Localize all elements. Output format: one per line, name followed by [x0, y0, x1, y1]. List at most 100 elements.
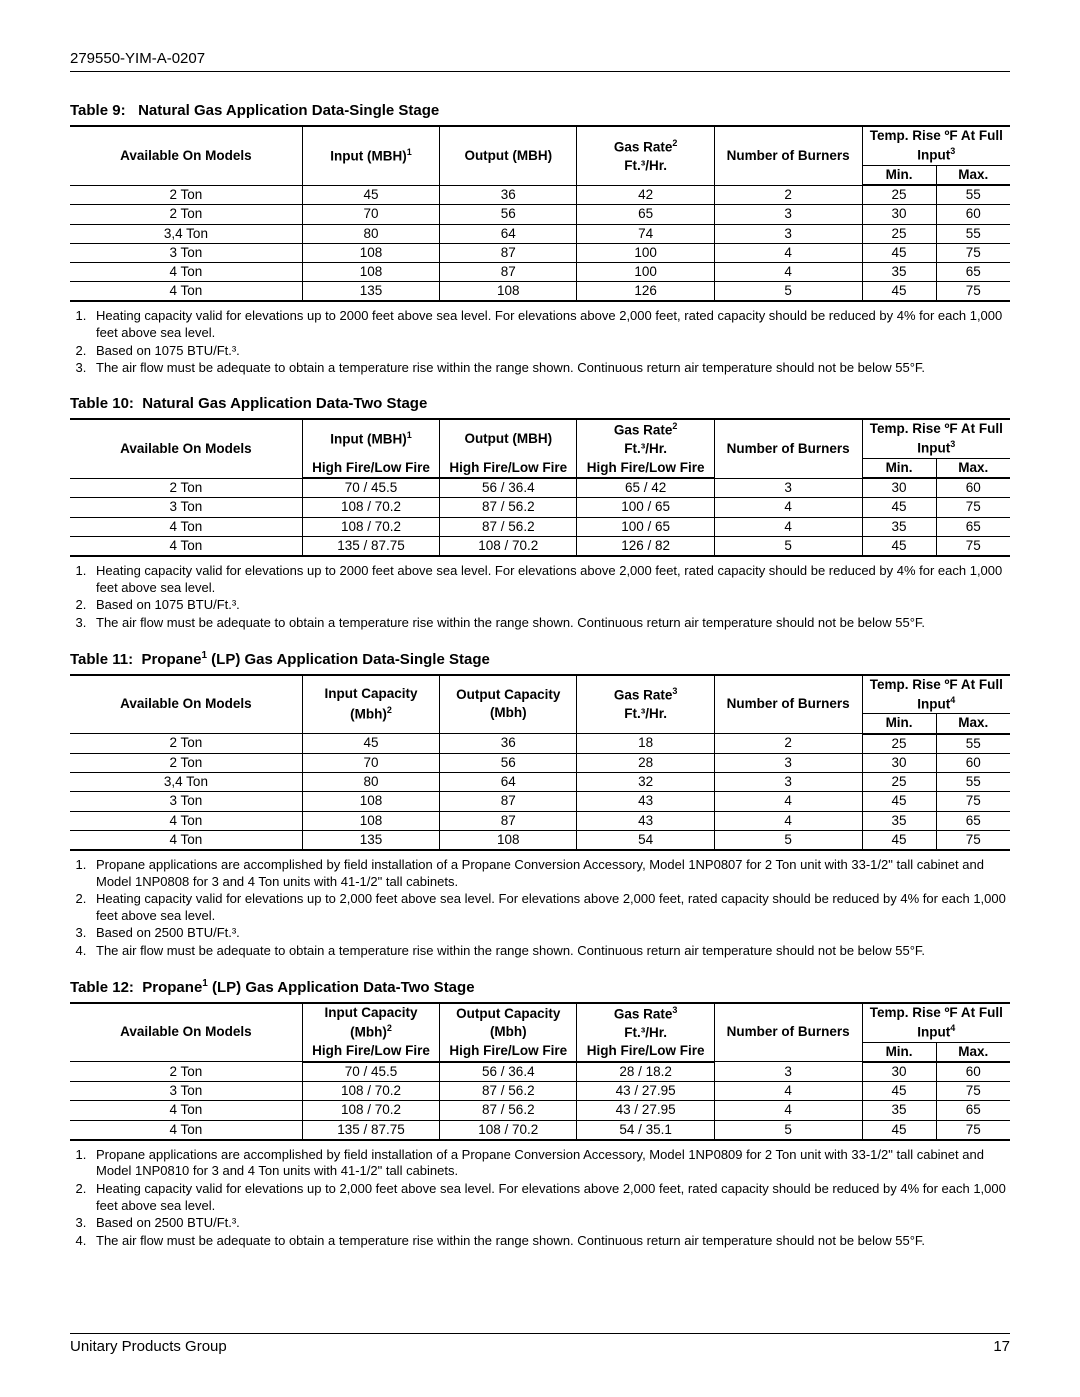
th-hilow-3: High Fire/Low Fire — [577, 458, 714, 478]
table-cell: 5 — [714, 1120, 862, 1140]
th-gasrate: Gas Rate3 Ft.³/Hr. — [577, 1003, 714, 1042]
table-cell: 3 — [714, 478, 862, 498]
table-cell: 108 — [440, 830, 577, 850]
footnote: Heating capacity valid for elevations up… — [90, 308, 1010, 341]
footnote: Based on 1075 BTU/Ft.³. — [90, 343, 1010, 360]
table-cell: 87 / 56.2 — [440, 517, 577, 536]
table-cell: 56 / 36.4 — [440, 1062, 577, 1082]
table-cell: 55 — [936, 773, 1010, 792]
table-cell: 135 / 87.75 — [302, 536, 439, 556]
table-cell: 75 — [936, 498, 1010, 517]
table-cell: 36 — [440, 185, 577, 205]
th-available: Available On Models — [70, 675, 302, 734]
table-cell: 2 Ton — [70, 1062, 302, 1082]
table-cell: 65 — [936, 517, 1010, 536]
table-cell: 3,4 Ton — [70, 224, 302, 243]
th-gasrate-unit: Ft.³/Hr. — [624, 441, 667, 456]
table12-caption: Table 12: Propane1 (LP) Gas Application … — [70, 978, 1010, 996]
table-cell: 18 — [577, 734, 714, 754]
table-cell: 45 — [862, 282, 936, 302]
table-cell: 2 Ton — [70, 205, 302, 224]
table-row: 2 Ton70 / 45.556 / 36.465 / 4233060 — [70, 478, 1010, 498]
th-available: Available On Models — [70, 126, 302, 185]
table-cell: 100 / 65 — [577, 517, 714, 536]
table-cell: 2 Ton — [70, 478, 302, 498]
table-cell: 87 / 56.2 — [440, 1082, 577, 1101]
table-cell: 5 — [714, 536, 862, 556]
footnote: The air flow must be adequate to obtain … — [90, 943, 1010, 960]
table-cell: 32 — [577, 773, 714, 792]
table-cell: 5 — [714, 830, 862, 850]
table-row: 4 Ton135 / 87.75108 / 70.2126 / 8254575 — [70, 536, 1010, 556]
th-max: Max. — [936, 1042, 1010, 1062]
table-cell: 87 — [440, 263, 577, 282]
th-gasrate-text: Gas Rate — [614, 1006, 673, 1021]
table-cell: 3 Ton — [70, 498, 302, 517]
footnote: Based on 1075 BTU/Ft.³. — [90, 597, 1010, 614]
th-gasrate-sup: 3 — [672, 1005, 677, 1015]
th-temp-text: Temp. Rise ºF At Full Input — [870, 421, 1003, 456]
th-gasrate-sup: 3 — [672, 686, 677, 696]
th-gasrate-text: Gas Rate — [614, 688, 673, 703]
table9-caption-prefix: Table 9: — [70, 102, 126, 119]
table-row: 3 Ton108 / 70.287 / 56.2100 / 6544575 — [70, 498, 1010, 517]
table-row: 2 Ton45361822555 — [70, 734, 1010, 754]
table10-caption-prefix: Table 10: — [70, 395, 134, 412]
table-cell: 45 — [862, 1120, 936, 1140]
table-cell: 43 / 27.95 — [577, 1082, 714, 1101]
table-cell: 108 — [302, 263, 439, 282]
table-cell: 108 / 70.2 — [302, 498, 439, 517]
th-temp-sup: 3 — [950, 439, 955, 449]
table-cell: 4 — [714, 243, 862, 262]
table-cell: 25 — [862, 224, 936, 243]
th-available: Available On Models — [70, 419, 302, 478]
table-cell: 2 Ton — [70, 185, 302, 205]
table-cell: 75 — [936, 243, 1010, 262]
table12-caption-prefix: Table 12: — [70, 979, 134, 996]
table-cell: 60 — [936, 1062, 1010, 1082]
table11: Available On Models Input Capacity (Mbh)… — [70, 674, 1010, 851]
th-hilow-1: High Fire/Low Fire — [302, 458, 439, 478]
table-cell: 2 — [714, 734, 862, 754]
table-cell: 3 — [714, 224, 862, 243]
table-cell: 5 — [714, 282, 862, 302]
table11-caption-pre: Propane — [141, 651, 201, 668]
table-cell: 65 — [936, 263, 1010, 282]
th-min: Min. — [862, 458, 936, 478]
th-gasrate-sup: 2 — [672, 138, 677, 148]
table-cell: 4 — [714, 263, 862, 282]
table-cell: 65 — [936, 811, 1010, 830]
table-cell: 100 — [577, 243, 714, 262]
footer-left: Unitary Products Group — [70, 1338, 227, 1355]
table9-caption: Table 9: Natural Gas Application Data-Si… — [70, 102, 1010, 119]
table-cell: 45 — [302, 734, 439, 754]
th-temp: Temp. Rise ºF At Full Input3 — [862, 126, 1010, 165]
th-input-sup: 1 — [407, 147, 412, 157]
th-input: Input (MBH)1 — [302, 419, 439, 458]
footnote: Heating capacity valid for elevations up… — [90, 1181, 1010, 1214]
th-max: Max. — [936, 714, 1010, 734]
table-cell: 56 / 36.4 — [440, 478, 577, 498]
th-temp-text: Temp. Rise ºF At Full Input — [870, 1005, 1003, 1040]
th-temp: Temp. Rise ºF At Full Input3 — [862, 419, 1010, 458]
th-gasrate: Gas Rate2 Ft.³/Hr. — [577, 126, 714, 185]
th-available: Available On Models — [70, 1003, 302, 1062]
table-row: 2 Ton45364222555 — [70, 185, 1010, 205]
table-cell: 28 / 18.2 — [577, 1062, 714, 1082]
table-cell: 4 Ton — [70, 1120, 302, 1140]
th-temp-sup: 3 — [950, 146, 955, 156]
table-cell: 108 / 70.2 — [302, 1082, 439, 1101]
table-cell: 43 — [577, 792, 714, 811]
table11-notes: Propane applications are accomplished by… — [90, 857, 1010, 960]
table12-notes: Propane applications are accomplished by… — [90, 1147, 1010, 1250]
table-cell: 42 — [577, 185, 714, 205]
table-cell: 45 — [862, 243, 936, 262]
table12: Available On Models Input Capacity (Mbh)… — [70, 1002, 1010, 1141]
table-cell: 3 — [714, 1062, 862, 1082]
table-cell: 36 — [440, 734, 577, 754]
th-temp-sup: 4 — [950, 695, 955, 705]
table-row: 4 Ton135 / 87.75108 / 70.254 / 35.154575 — [70, 1120, 1010, 1140]
footnote: Propane applications are accomplished by… — [90, 857, 1010, 890]
table-cell: 75 — [936, 1082, 1010, 1101]
table-cell: 60 — [936, 205, 1010, 224]
